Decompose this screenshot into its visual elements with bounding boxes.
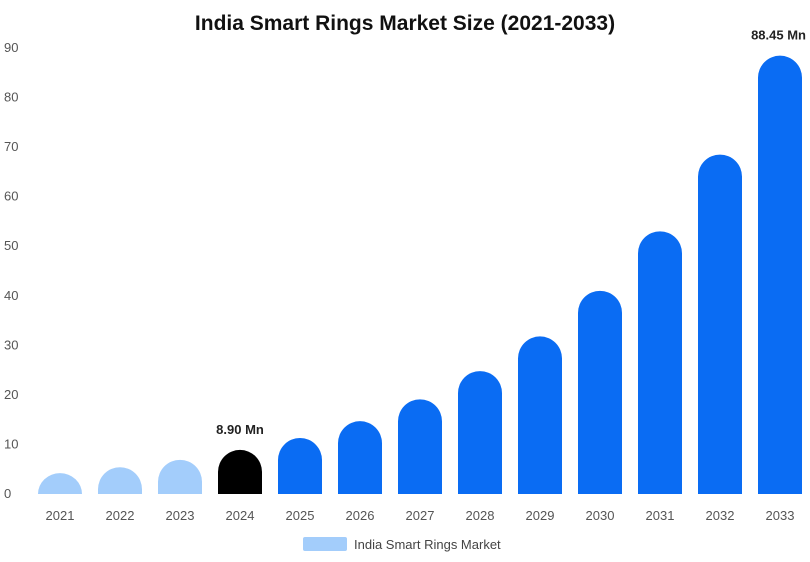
bar-2021	[38, 473, 82, 494]
x-tick-label: 2024	[226, 508, 255, 523]
bars	[38, 55, 802, 494]
y-tick-label: 0	[4, 486, 11, 501]
bar-2033	[758, 55, 802, 494]
y-tick-label: 70	[4, 139, 18, 154]
x-tick-label: 2023	[166, 508, 195, 523]
bar-2022	[98, 467, 142, 494]
x-axis: 2021 2022 2023 2024 2025 2026 2027 2028 2029 2030…	[46, 508, 795, 523]
y-tick-label: 40	[4, 288, 18, 303]
x-tick-label: 2030	[586, 508, 615, 523]
bar-2030	[578, 290, 622, 494]
data-label: 8.90 Mn	[216, 422, 264, 437]
bar-2026	[338, 421, 382, 494]
y-tick-label: 20	[4, 387, 18, 402]
legend: India Smart Rings Market	[303, 537, 501, 552]
y-tick-label: 60	[4, 189, 18, 204]
bar-2027	[398, 399, 442, 494]
bar-2031	[638, 231, 682, 494]
y-tick-label: 50	[4, 238, 18, 253]
data-labels: 8.90 Mn 88.45 Mn	[216, 28, 806, 437]
bar-2029	[518, 336, 562, 494]
x-tick-label: 2027	[406, 508, 435, 523]
x-tick-label: 2033	[766, 508, 795, 523]
y-tick-label: 10	[4, 436, 18, 451]
y-axis: 0 10 20 30 40 50 60 70 80 90	[4, 40, 18, 501]
bar-2025	[278, 438, 322, 494]
chart-title: India Smart Rings Market Size (2021-2033…	[195, 12, 615, 35]
legend-label: India Smart Rings Market	[354, 537, 501, 552]
x-tick-label: 2031	[646, 508, 675, 523]
bar-2023	[158, 459, 202, 494]
x-tick-label: 2026	[346, 508, 375, 523]
bar-2028	[458, 371, 502, 494]
x-tick-label: 2032	[706, 508, 735, 523]
x-tick-label: 2029	[526, 508, 555, 523]
data-label: 88.45 Mn	[751, 28, 806, 43]
x-tick-label: 2022	[106, 508, 135, 523]
x-tick-label: 2028	[466, 508, 495, 523]
x-tick-label: 2021	[46, 508, 75, 523]
legend-swatch	[303, 537, 347, 551]
x-tick-label: 2025	[286, 508, 315, 523]
bar-2024	[218, 449, 262, 494]
y-tick-label: 30	[4, 337, 18, 352]
y-tick-label: 80	[4, 90, 18, 105]
bar-2032	[698, 154, 742, 494]
y-tick-label: 90	[4, 40, 18, 55]
